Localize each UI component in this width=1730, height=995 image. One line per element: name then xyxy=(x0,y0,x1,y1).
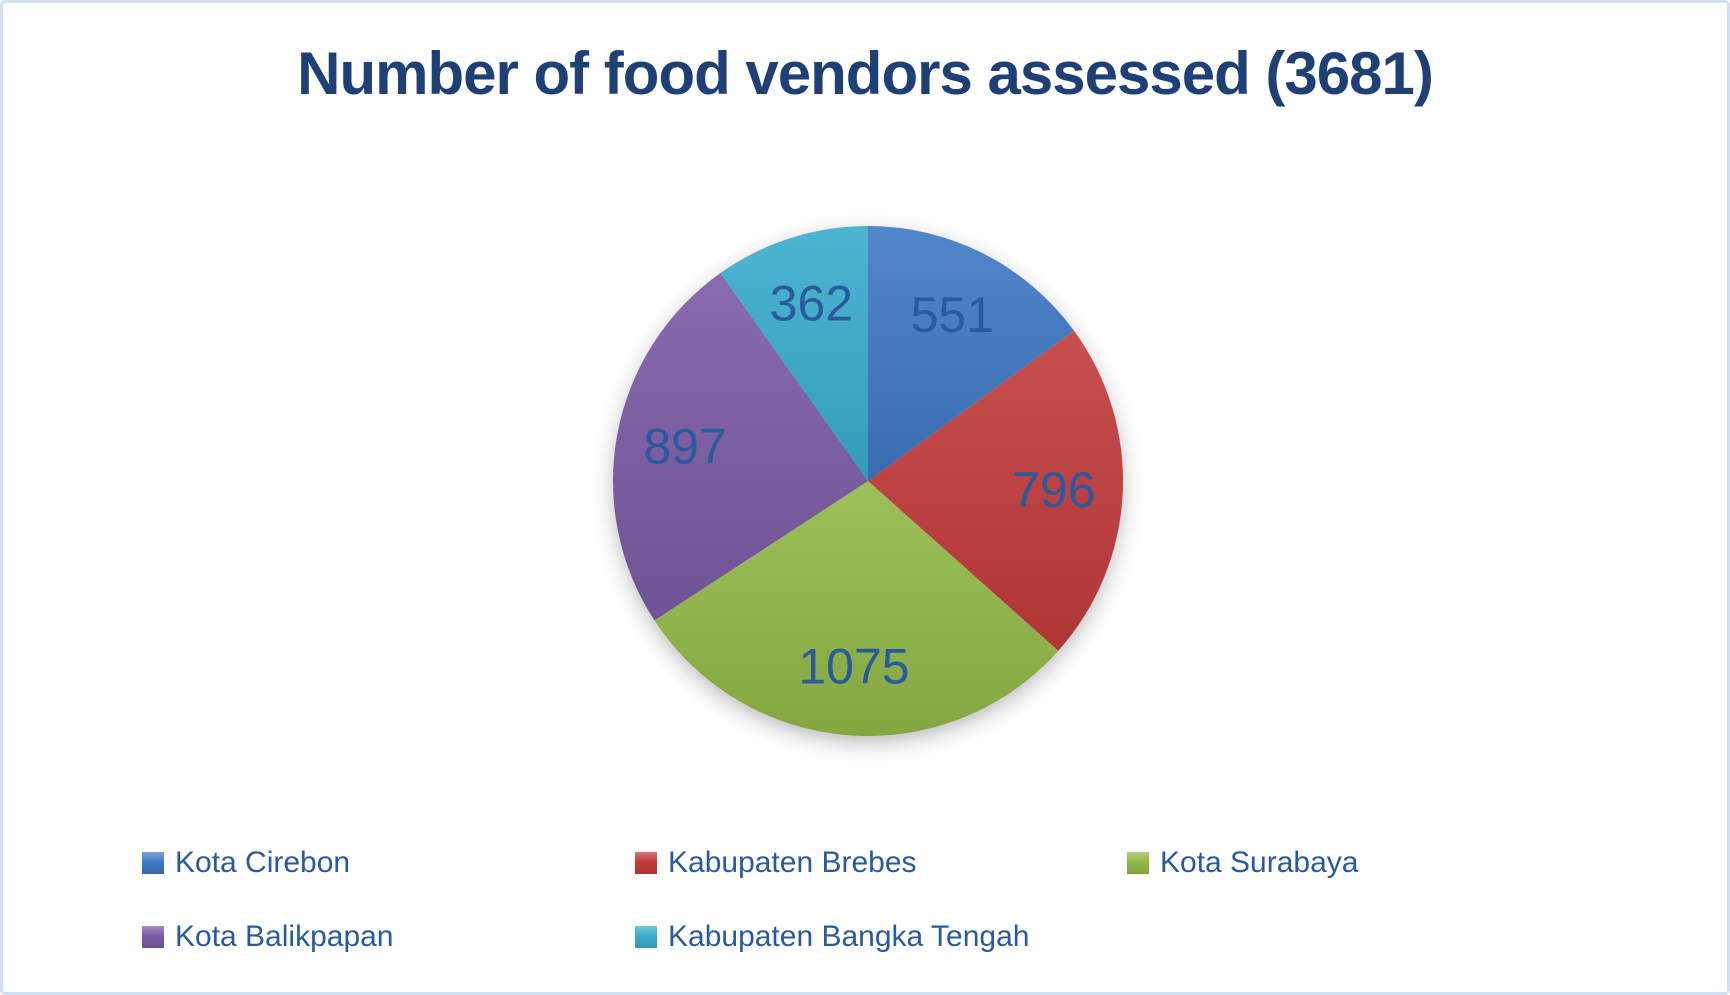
legend-label: Kabupaten Bangka Tengah xyxy=(668,920,1030,953)
slice-value-label: 897 xyxy=(643,418,726,474)
slice-value-label: 551 xyxy=(911,287,994,343)
legend-item-kabupaten-bangka-tengah: Kabupaten Bangka Tengah xyxy=(635,920,1030,953)
slice-value-label: 1075 xyxy=(798,639,909,695)
pie-slice-kota-surabaya xyxy=(654,481,1059,737)
legend-label: Kota Cirebon xyxy=(175,846,351,879)
legend-item-kabupaten-brebes: Kabupaten Brebes xyxy=(635,846,917,879)
pie-slice-kabupaten-brebes xyxy=(868,330,1123,651)
chart-title: Number of food vendors assessed (3681) xyxy=(297,40,1434,107)
legend-item-kota-cirebon: Kota Cirebon xyxy=(142,846,351,879)
slice-value-label: 796 xyxy=(1012,462,1095,518)
pie-svg: 551 796 1075 897 362 xyxy=(613,226,1123,737)
legend-item-kota-balikpapan: Kota Balikpapan xyxy=(142,920,394,953)
legend-label: Kota Surabaya xyxy=(1160,846,1359,879)
legend-marker-kabupaten-bangka-tengah xyxy=(635,926,657,948)
legend-label: Kota Balikpapan xyxy=(175,920,394,953)
slice-value-label: 362 xyxy=(770,276,853,332)
pie-slice-kabupaten-bangka-tengah xyxy=(720,226,868,481)
legend-marker-kota-surabaya xyxy=(1127,852,1149,874)
pie-chart: 551 796 1075 897 362 xyxy=(588,201,1148,761)
legend-marker-kota-cirebon xyxy=(142,852,164,874)
legend-marker-kabupaten-brebes xyxy=(635,852,657,874)
pie-slice-kota-cirebon xyxy=(868,226,1075,481)
legend-item-kota-surabaya: Kota Surabaya xyxy=(1127,846,1359,879)
legend-label: Kabupaten Brebes xyxy=(668,846,917,879)
pie-slice-kota-balikpapan xyxy=(613,273,868,621)
legend-marker-kota-balikpapan xyxy=(142,926,164,948)
